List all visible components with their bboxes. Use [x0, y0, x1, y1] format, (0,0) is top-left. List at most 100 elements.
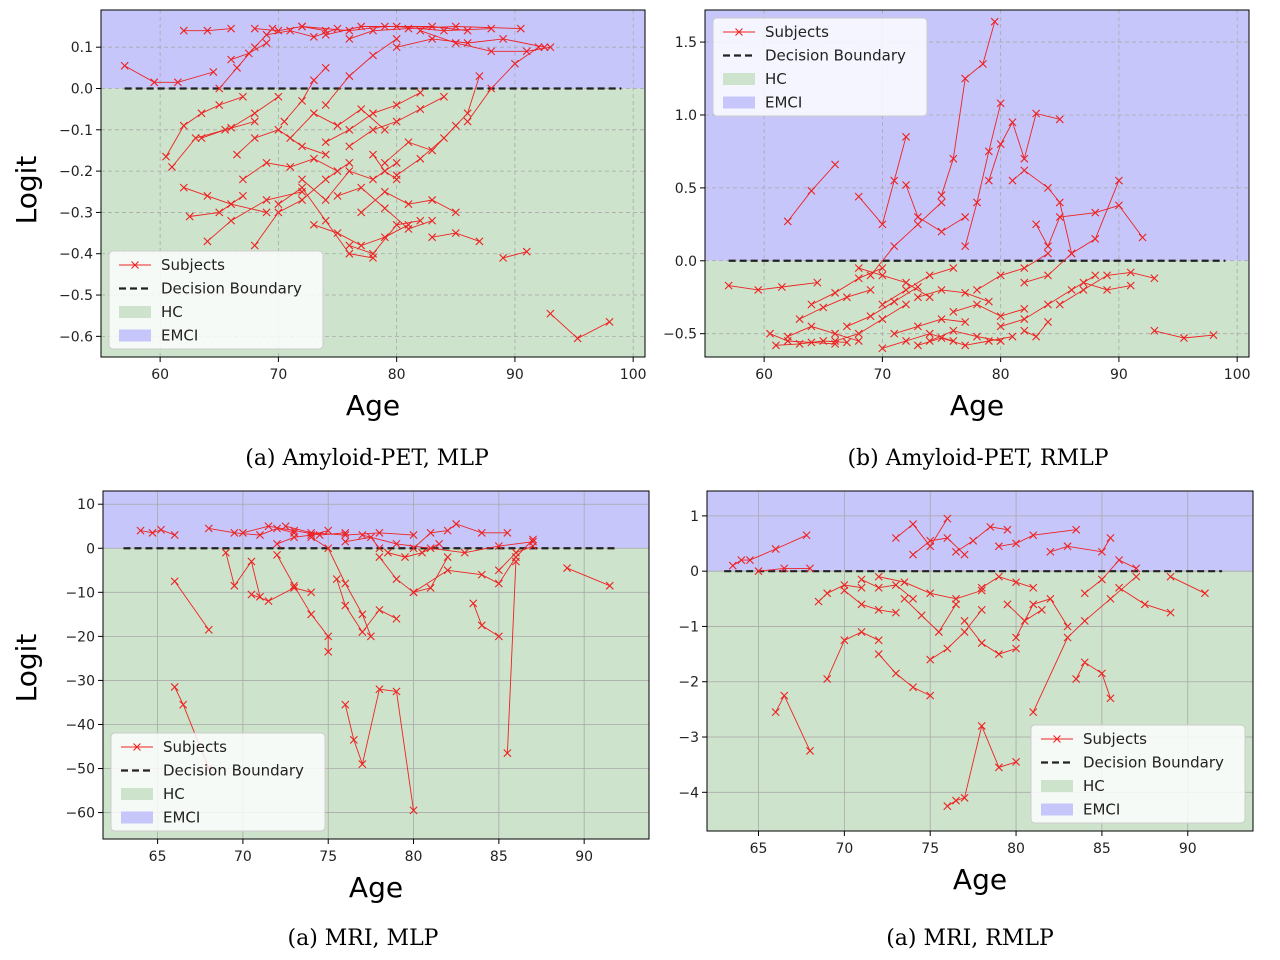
subject-point-marker [1166, 608, 1175, 617]
subject-point-marker [949, 264, 958, 273]
subject-line [201, 96, 279, 139]
subject-point-marker [203, 191, 212, 200]
legend-entry-label: HC [1083, 777, 1105, 795]
subject-point-marker [503, 749, 512, 758]
legend-entry-label: HC [765, 70, 787, 88]
subject-point-marker [341, 700, 350, 709]
subject-point-marker [230, 528, 239, 537]
legend-hc-patch [119, 306, 151, 318]
subject-point-marker [961, 213, 970, 222]
subject-point-marker [874, 572, 883, 581]
subject-point-marker [902, 300, 911, 309]
y-axis-label: Logit [10, 156, 43, 225]
chart-panel-a-mri-rmlp: 65 70 75 80 85 90 1 0 −1 −2 −3 −4 Age Subjects Decisio… [678, 490, 1254, 896]
subject-point-marker [949, 154, 958, 163]
subject-line [988, 112, 1060, 181]
subject-point-marker [546, 309, 555, 318]
subject-point-marker [215, 208, 224, 217]
subject-point-marker [510, 59, 519, 68]
emci-region [707, 491, 1253, 572]
subject-point-marker [1043, 271, 1052, 280]
subject-point-marker [167, 162, 176, 171]
subject-point-marker [233, 63, 241, 72]
subject-line [283, 67, 327, 122]
subject-point-marker [878, 220, 887, 229]
subject-point-marker [857, 600, 866, 609]
subject-point-marker [1080, 589, 1089, 598]
subject-point-marker [823, 674, 832, 683]
subject-point-marker [943, 514, 952, 523]
subject-point-marker [902, 180, 911, 189]
subject-point-marker [737, 556, 746, 565]
subject-line [566, 567, 610, 587]
legend-hc-patch [723, 73, 755, 85]
y-tick-label: −60 [65, 806, 95, 822]
legend-entry-label: EMCI [163, 809, 200, 827]
subject-point-marker [238, 191, 247, 200]
subject-point-marker [157, 525, 166, 534]
subject-point-marker [309, 32, 318, 41]
subject-point-marker [1008, 332, 1017, 341]
subject-point-marker [516, 24, 525, 33]
subject-point-marker [307, 588, 316, 597]
subject-point-marker [392, 539, 401, 548]
subject-point-marker [984, 336, 993, 345]
subject-point-marker [321, 196, 330, 205]
subject-point-marker [960, 616, 969, 625]
subject-point-marker [298, 196, 307, 205]
subject-line [254, 26, 326, 32]
subject-point-marker [404, 138, 413, 147]
subject-point-marker [238, 92, 247, 101]
subject-point-marker [1043, 183, 1052, 192]
legend-entry-label: Decision Boundary [1083, 754, 1224, 772]
subject-point-marker [857, 583, 866, 592]
subject-point-marker [1091, 208, 1100, 217]
subject-point-marker [857, 575, 866, 584]
subject-point-marker [996, 271, 1005, 280]
panel-caption: (a) MRI, RMLP [886, 926, 1054, 951]
subject-point-marker [262, 158, 271, 167]
subject-point-marker [996, 322, 1005, 331]
subject-point-marker [494, 542, 503, 551]
subject-point-marker [469, 599, 478, 608]
subject-point-marker [170, 683, 179, 692]
subject-point-marker [994, 650, 1003, 659]
subject-point-marker [951, 796, 960, 805]
subject-point-marker [475, 72, 484, 81]
subject-point-marker [487, 84, 496, 93]
subject-point-marker [961, 288, 970, 297]
subject-point-marker [960, 793, 969, 802]
subject-point-marker [290, 581, 299, 590]
subject-point-marker [937, 191, 946, 200]
subject-point-marker [366, 632, 375, 641]
subject-point-marker [250, 134, 259, 143]
y-tick-label: −30 [65, 673, 95, 689]
subject-point-marker [546, 43, 555, 52]
chart-panel-a-amyloid-mlp: 60 70 80 90 100 0.1 0.0 −0.1 −0.2 −0.3 −0.4 −0.5 −0.… [10, 9, 647, 422]
subject-point-marker [1140, 600, 1149, 609]
subject-point-marker [994, 763, 1003, 772]
subject-point-marker [309, 109, 318, 118]
subject-point-marker [890, 176, 899, 185]
x-tick-label: 70 [835, 841, 853, 857]
x-tick-label: 80 [388, 367, 406, 383]
subject-point-marker [333, 229, 342, 238]
y-tick-label: 1.0 [675, 108, 697, 124]
subject-point-marker [961, 242, 970, 251]
subject-point-marker [197, 134, 206, 143]
legend: Subjects Decision Boundary HC EMCI [108, 250, 324, 350]
subject-point-marker [949, 307, 958, 316]
subject-point-marker [1079, 285, 1088, 294]
subjects-series-group [728, 514, 1209, 811]
subject-point-marker [185, 212, 194, 221]
subject-point-marker [1079, 278, 1088, 287]
subject-line [894, 318, 966, 335]
subject-point-marker [321, 175, 330, 184]
subject-point-marker [1043, 300, 1052, 309]
subject-point-marker [857, 627, 866, 636]
legend-box [1030, 724, 1246, 824]
subject-point-marker [366, 533, 375, 542]
subject-point-marker [926, 691, 935, 700]
subject-point-marker [345, 142, 354, 151]
subject-point-marker [874, 650, 883, 659]
